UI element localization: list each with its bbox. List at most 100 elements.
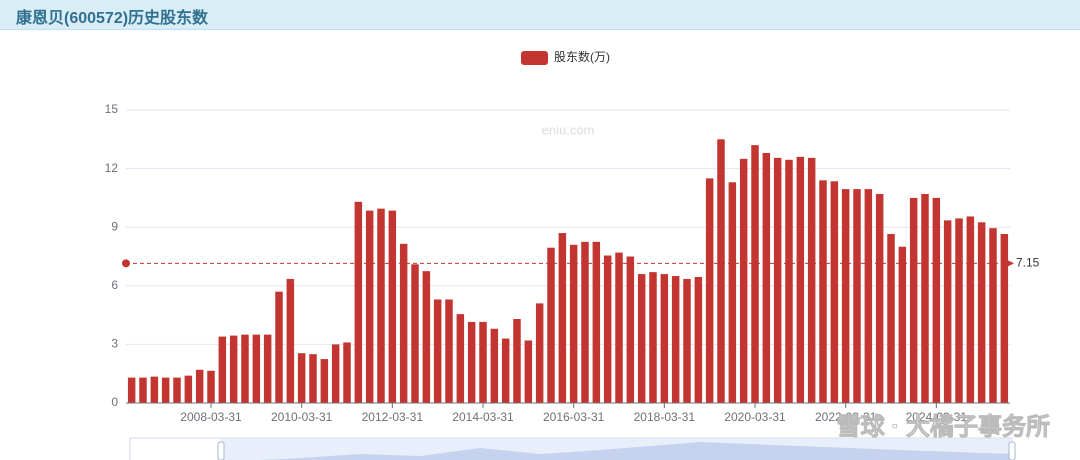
x-tick-label: 2016-03-31	[543, 410, 605, 424]
bar	[909, 197, 918, 403]
bar	[717, 139, 725, 404]
bar	[524, 340, 533, 403]
bar	[479, 321, 487, 403]
page-title: 康恩贝(600572)历史股东数	[16, 10, 209, 27]
bar	[388, 210, 397, 403]
bar	[807, 157, 816, 403]
bar	[603, 255, 612, 403]
y-tick-label: 9	[111, 219, 118, 233]
bar	[751, 145, 759, 403]
bar	[558, 233, 567, 403]
bar	[932, 197, 941, 403]
bar	[785, 159, 793, 403]
bar	[490, 328, 499, 403]
bar	[229, 335, 238, 403]
data-zoom[interactable]	[129, 437, 1016, 460]
zoom-handle[interactable]	[1008, 441, 1016, 460]
bar	[365, 210, 374, 403]
bar	[263, 334, 272, 403]
bar	[501, 338, 510, 403]
bar	[422, 271, 431, 403]
bar	[218, 336, 227, 403]
mark-line-arrow	[1004, 258, 1014, 269]
bar	[989, 228, 997, 403]
x-tick-label: 2022-03-31	[815, 410, 877, 424]
bar	[195, 369, 204, 403]
bar	[773, 157, 782, 403]
bar	[456, 314, 465, 403]
bar	[649, 272, 657, 403]
legend-swatch[interactable]	[521, 51, 548, 65]
watermark: eniu.com	[542, 122, 595, 137]
bar	[819, 180, 827, 403]
bar	[796, 156, 805, 403]
bar	[683, 278, 691, 403]
x-tick-label: 2012-03-31	[362, 410, 424, 424]
bar	[161, 377, 170, 403]
y-tick-label: 3	[111, 337, 118, 351]
mark-line-label: 7.15	[1016, 256, 1040, 270]
bar	[637, 274, 646, 403]
x-tick-label: 2020-03-31	[724, 410, 786, 424]
bar	[343, 342, 351, 403]
bar	[569, 244, 578, 403]
bar	[955, 218, 963, 403]
bar	[966, 216, 975, 403]
x-tick-label: 2014-03-31	[452, 410, 514, 424]
bar	[887, 234, 895, 403]
bar	[898, 246, 907, 403]
bar	[207, 370, 215, 403]
bar	[728, 182, 737, 403]
bar	[513, 319, 521, 403]
bar	[705, 178, 714, 403]
bar	[150, 376, 159, 403]
bar	[853, 189, 861, 403]
bar	[354, 201, 363, 403]
bar	[309, 354, 317, 403]
bar	[626, 256, 635, 403]
bar	[581, 241, 589, 403]
bar	[762, 152, 771, 403]
bar	[864, 189, 873, 403]
y-tick-label: 15	[105, 102, 119, 116]
legend-label[interactable]: 股东数(万)	[554, 49, 610, 64]
bar	[241, 334, 249, 403]
bar	[1000, 234, 1009, 403]
bar	[592, 241, 601, 403]
bar	[331, 344, 340, 403]
bar	[433, 299, 442, 403]
bar	[139, 377, 147, 403]
bar	[286, 278, 295, 403]
bar	[977, 222, 986, 403]
x-tick-label: 2008-03-31	[180, 410, 242, 424]
bar	[275, 291, 283, 403]
zoom-handle[interactable]	[217, 441, 225, 460]
y-tick-label: 0	[111, 395, 118, 409]
bar	[467, 321, 476, 403]
mark-line-start	[122, 259, 130, 268]
zoom-preview	[260, 442, 1012, 460]
bar	[671, 276, 680, 403]
bar	[411, 264, 419, 403]
header: 康恩贝(600572)历史股东数	[0, 0, 1080, 30]
source-watermark: 雪球 · 大橘子事务所	[837, 412, 1050, 440]
bar	[377, 208, 385, 403]
bar	[320, 359, 329, 403]
bar	[184, 375, 193, 403]
bar	[399, 243, 408, 403]
chart: 股东数(万) eniu.com 0 3 6 9 12 15 2008-03-31 2010-0…	[105, 49, 1050, 460]
y-tick-label: 6	[111, 278, 118, 292]
bar	[127, 377, 136, 403]
bar	[252, 334, 261, 403]
bar	[547, 247, 555, 403]
bar	[660, 274, 669, 403]
x-tick-label: 2024-03-31	[906, 410, 968, 424]
bar	[830, 181, 839, 403]
bar	[615, 252, 623, 403]
bar	[943, 220, 952, 403]
bar	[694, 277, 703, 403]
bar	[445, 299, 453, 403]
bar	[875, 193, 884, 403]
bar	[841, 189, 850, 403]
